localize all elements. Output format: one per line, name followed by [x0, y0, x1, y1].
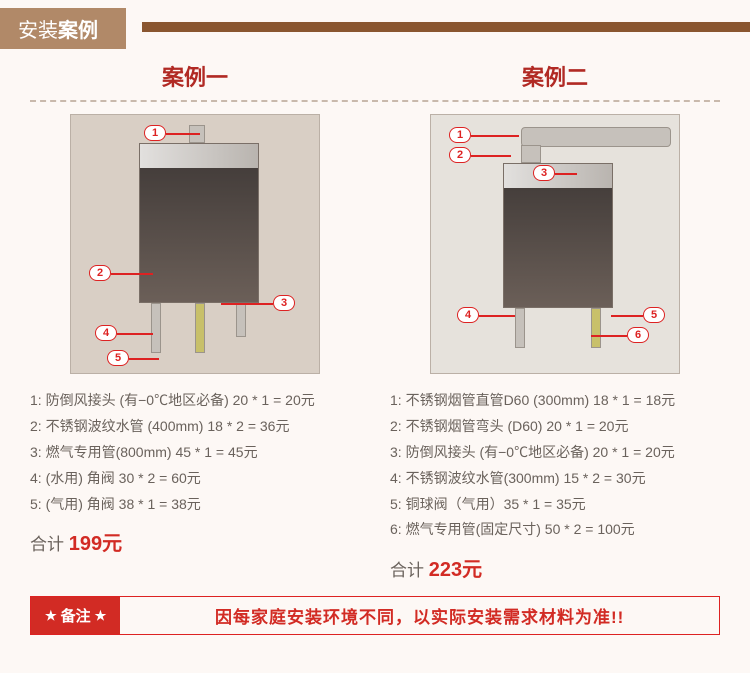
callout-lead	[117, 333, 153, 335]
callout-badge: 6	[627, 327, 649, 343]
footer-text: 因每家庭安装环境不同，以实际安装需求材料为准!!	[120, 597, 719, 634]
footer-badge: ★ 备注 ★	[31, 597, 120, 634]
callout-badge: 3	[273, 295, 295, 311]
case2-total: 合计 223元	[390, 553, 720, 582]
list-item: 1: 防倒风接头 (有−0℃地区必备) 20 * 1 = 20元	[30, 388, 360, 414]
list-item: 2: 不锈钢波纹水管 (400mm) 18 * 2 = 36元	[30, 414, 360, 440]
case2-title: 案例二	[390, 60, 720, 92]
list-item: 1: 不锈钢烟管直管D60 (300mm) 18 * 1 = 18元	[390, 388, 720, 414]
callout-badge: 3	[533, 165, 555, 181]
star-icon: ★	[45, 608, 57, 624]
callout-lead	[166, 133, 200, 135]
list-item: 3: 燃气专用管(800mm) 45 * 1 = 45元	[30, 440, 360, 466]
case-2: 案例二	[390, 60, 720, 100]
divider-dashed	[30, 100, 720, 102]
badge-bold-text: 案例	[58, 20, 98, 42]
callout-lead	[111, 273, 153, 275]
callout-badge: 2	[449, 147, 471, 163]
list-item: 4: 不锈钢波纹水管(300mm) 15 * 2 = 30元	[390, 466, 720, 492]
list-item: 2: 不锈钢烟管弯头 (D60) 20 * 1 = 20元	[390, 414, 720, 440]
case1-photo-wrap: 1 2 3 4 5	[30, 114, 360, 374]
case1-body: 1 2 3 4 5 1: 防倒风接头 (有−0℃地区必备) 20 * 1 = 20元2:…	[30, 114, 360, 582]
pipe-mid	[195, 303, 205, 353]
list-item: 6: 燃气专用管(固定尺寸) 50 * 2 = 100元	[390, 517, 720, 543]
callout-lead	[471, 155, 511, 157]
case1-title: 案例一	[30, 60, 360, 92]
pipe-right	[236, 303, 246, 337]
cases-body: 12345 1: 防倒风接头 (有−0℃地区必备) 20 * 1 = 20元2:…	[0, 114, 750, 582]
case2-body: 1 2 3 4 5 6 1: 不锈钢烟管直管D60 (300mm) 18 * 1 = 18…	[390, 114, 720, 582]
case1-total-label: 合计	[30, 535, 64, 554]
callout-badge: 5	[107, 350, 129, 366]
header: 安装案例	[0, 0, 750, 50]
case2-total-label: 合计	[390, 561, 424, 580]
callout-lead	[471, 135, 519, 137]
duct-horizontal	[521, 127, 671, 147]
list-item: 3: 防倒风接头 (有−0℃地区必备) 20 * 1 = 20元	[390, 440, 720, 466]
pipe-lower-right	[591, 308, 601, 348]
case2-photo-wrap: 1 2 3 4 5 6	[390, 114, 720, 374]
callout-badge: 1	[144, 125, 166, 141]
callout-lead	[479, 315, 515, 317]
callout-badge: 4	[95, 325, 117, 341]
list-item: 5: 铜球阀（气用）35 * 1 = 35元	[390, 492, 720, 518]
callout-badge: 2	[89, 265, 111, 281]
list-item: 4: (水用) 角阀 30 * 2 = 60元	[30, 466, 360, 492]
case2-photo: 1 2 3 4 5 6	[430, 114, 680, 374]
case2-items: 1: 不锈钢烟管直管D60 (300mm) 18 * 1 = 18元2: 不锈钢…	[390, 388, 720, 543]
callout-lead	[611, 315, 643, 317]
cases-row: 案例一 案例二	[0, 50, 750, 100]
callout-lead	[129, 358, 159, 360]
water-heater-icon	[503, 163, 613, 308]
callout-lead	[591, 335, 627, 337]
water-heater-icon	[139, 143, 259, 303]
case-1: 案例一	[30, 60, 360, 100]
case2-total-value: 223元	[429, 559, 482, 581]
callout-badge: 1	[449, 127, 471, 143]
header-stripe	[142, 22, 750, 32]
pipe-left	[151, 303, 161, 353]
star-icon: ★	[95, 608, 107, 624]
badge-light-text: 安装	[18, 20, 58, 42]
callout-lead	[555, 173, 577, 175]
section-badge: 安装案例	[0, 8, 126, 49]
case1-photo: 1 2 3 4 5	[70, 114, 320, 374]
footer-badge-text: 备注	[61, 605, 91, 626]
callout-badge: 5	[643, 307, 665, 323]
case1-total-value: 199元	[69, 533, 122, 555]
callout-badge: 4	[457, 307, 479, 323]
duct-elbow	[521, 145, 541, 163]
case1-total: 合计 199元	[30, 527, 360, 556]
list-item: 5: (气用) 角阀 38 * 1 = 38元	[30, 492, 360, 518]
footer-note: ★ 备注 ★ 因每家庭安装环境不同，以实际安装需求材料为准!!	[30, 596, 720, 635]
case1-items: 1: 防倒风接头 (有−0℃地区必备) 20 * 1 = 20元2: 不锈钢波纹…	[30, 388, 360, 517]
callout-lead	[221, 303, 273, 305]
pipe-lower-left	[515, 308, 525, 348]
